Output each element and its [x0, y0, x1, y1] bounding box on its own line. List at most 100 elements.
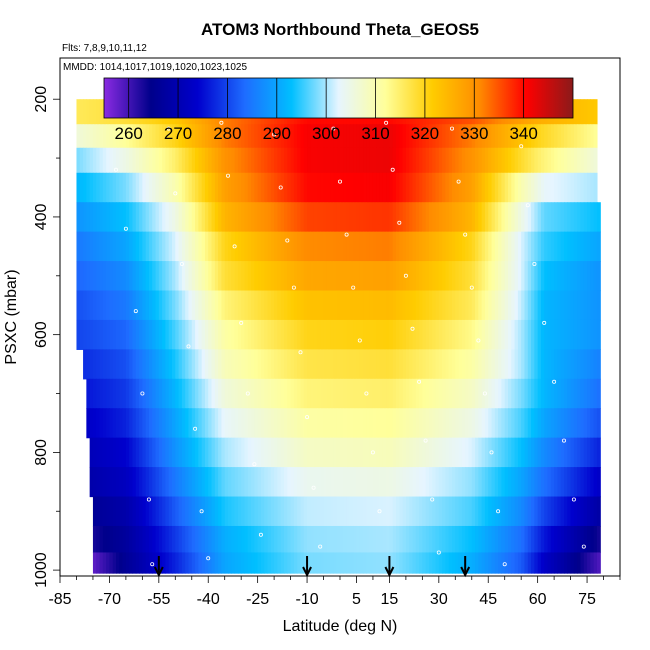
heatmap-cell — [405, 378, 410, 409]
heatmap-cell — [425, 552, 430, 574]
y-tick-label: 200 — [33, 86, 50, 113]
heatmap-cell — [343, 349, 348, 380]
heatmap-cell — [152, 552, 157, 574]
heatmap-cell — [214, 231, 219, 262]
heatmap-cell — [231, 496, 236, 527]
heatmap-cell — [241, 261, 246, 292]
heatmap-cell — [452, 124, 456, 149]
heatmap-cell — [475, 147, 479, 174]
heatmap-cell — [399, 378, 404, 409]
heatmap-cell — [284, 172, 288, 203]
heatmap-cell — [432, 349, 437, 380]
heatmap-cell — [162, 496, 167, 527]
heatmap-cell — [135, 290, 140, 321]
heatmap-cell — [221, 496, 226, 527]
heatmap-cell — [580, 124, 585, 149]
heatmap-cell — [445, 552, 450, 574]
heatmap-cell — [251, 290, 255, 321]
heatmap-cell — [132, 124, 137, 149]
heatmap-cell — [478, 467, 483, 498]
heatmap-cell — [534, 290, 539, 321]
heatmap-cell — [544, 552, 549, 574]
heatmap-cell — [356, 437, 361, 468]
heatmap-cell — [452, 467, 456, 498]
heatmap-cell — [550, 147, 555, 174]
heatmap-cell — [241, 290, 246, 321]
heatmap-cell — [544, 378, 549, 409]
heatmap-cell — [231, 552, 236, 574]
heatmap-cell — [195, 290, 199, 321]
heatmap-cell — [162, 525, 167, 554]
heatmap-cell — [267, 147, 272, 174]
heatmap-cell — [122, 147, 127, 174]
heatmap-cell — [320, 552, 325, 574]
heatmap-cell — [379, 147, 384, 174]
heatmap-cell — [386, 467, 391, 498]
heatmap-cell — [307, 378, 311, 409]
heatmap-cell — [557, 496, 562, 527]
heatmap-cell — [162, 172, 167, 203]
heatmap-cell — [587, 261, 591, 292]
heatmap-cell — [172, 124, 176, 149]
heatmap-cell — [379, 552, 384, 574]
heatmap-cell — [119, 408, 124, 439]
heatmap-cell — [583, 99, 588, 125]
heatmap-cell — [330, 525, 335, 554]
heatmap-cell — [465, 319, 470, 350]
heatmap-cell — [116, 147, 120, 174]
heatmap-cell — [531, 349, 535, 380]
heatmap-cell — [448, 496, 453, 527]
heatmap-cell — [112, 290, 117, 321]
heatmap-cell — [567, 525, 572, 554]
heatmap-cell — [270, 261, 275, 292]
heatmap-cell — [165, 172, 170, 203]
heatmap-cell — [125, 408, 130, 439]
heatmap-cell — [313, 124, 318, 149]
heatmap-cell — [168, 202, 173, 233]
heatmap-cell — [501, 525, 506, 554]
heatmap-cell — [554, 496, 559, 527]
heatmap-cell — [237, 261, 242, 292]
heatmap-cell — [544, 408, 549, 439]
colorbar-ticks: 260 270 280 290 300 310 320 330 340 — [114, 78, 538, 143]
heatmap-cell — [313, 349, 318, 380]
heatmap-cell — [359, 496, 364, 527]
heatmap-cell — [326, 349, 331, 380]
heatmap-cell — [560, 231, 565, 262]
heatmap-cell — [442, 467, 447, 498]
heatmap-cell — [172, 172, 176, 203]
heatmap-cell — [478, 202, 483, 233]
heatmap-cell — [274, 437, 279, 468]
heatmap-cell — [382, 525, 387, 554]
heatmap-cell — [204, 467, 209, 498]
heatmap-cell — [234, 552, 239, 574]
heatmap-cell — [534, 552, 539, 574]
observation-point — [285, 238, 290, 243]
heatmap-cell — [165, 408, 170, 439]
heatmap-cell — [409, 467, 414, 498]
heatmap-cell — [363, 261, 367, 292]
heatmap-cell — [587, 99, 591, 125]
heatmap-cell — [471, 496, 476, 527]
heatmap-cell — [560, 349, 565, 380]
heatmap-cell — [310, 378, 315, 409]
heatmap-cell — [372, 349, 377, 380]
heatmap-cell — [537, 202, 542, 233]
heatmap-cell — [228, 290, 232, 321]
heatmap-cell — [547, 525, 552, 554]
heatmap-cell — [241, 552, 246, 574]
heatmap-cell — [323, 231, 328, 262]
heatmap-cell — [475, 437, 479, 468]
heatmap-cell — [257, 525, 262, 554]
heatmap-cell — [570, 202, 575, 233]
heatmap-cell — [508, 124, 512, 149]
heatmap-cell — [251, 124, 255, 149]
heatmap-cell — [162, 290, 167, 321]
heatmap-cell — [478, 378, 483, 409]
heatmap-cell — [396, 467, 400, 498]
heatmap-cell — [109, 349, 114, 380]
heatmap-cell — [211, 172, 216, 203]
heatmap-cell — [475, 378, 479, 409]
heatmap-cell — [593, 525, 598, 554]
heatmap-cell — [471, 525, 476, 554]
